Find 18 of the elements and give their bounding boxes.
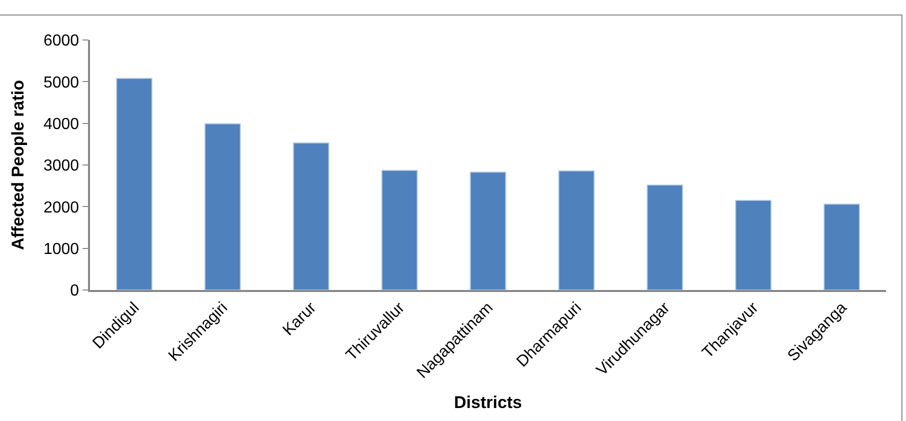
- y-tick-label: 5000: [43, 74, 80, 92]
- y-tick-label: 6000: [43, 32, 80, 50]
- bar: [558, 170, 595, 290]
- y-tick-label: 0: [70, 282, 80, 300]
- bar: [824, 204, 860, 290]
- bar: [646, 184, 684, 290]
- bar: [381, 170, 418, 290]
- y-tick-label: 2000: [43, 199, 80, 216]
- bar: [735, 200, 772, 290]
- y-tick-label: 3000: [43, 158, 80, 175]
- y-tick-label: 1000: [43, 240, 80, 258]
- y-axis-title: Affected People ratio: [8, 80, 28, 250]
- bar: [292, 142, 330, 290]
- bar: [204, 123, 241, 290]
- bar: [116, 78, 152, 290]
- y-tick-label: 4000: [43, 116, 80, 133]
- x-axis-title: Districts: [454, 392, 522, 412]
- bar: [470, 172, 506, 290]
